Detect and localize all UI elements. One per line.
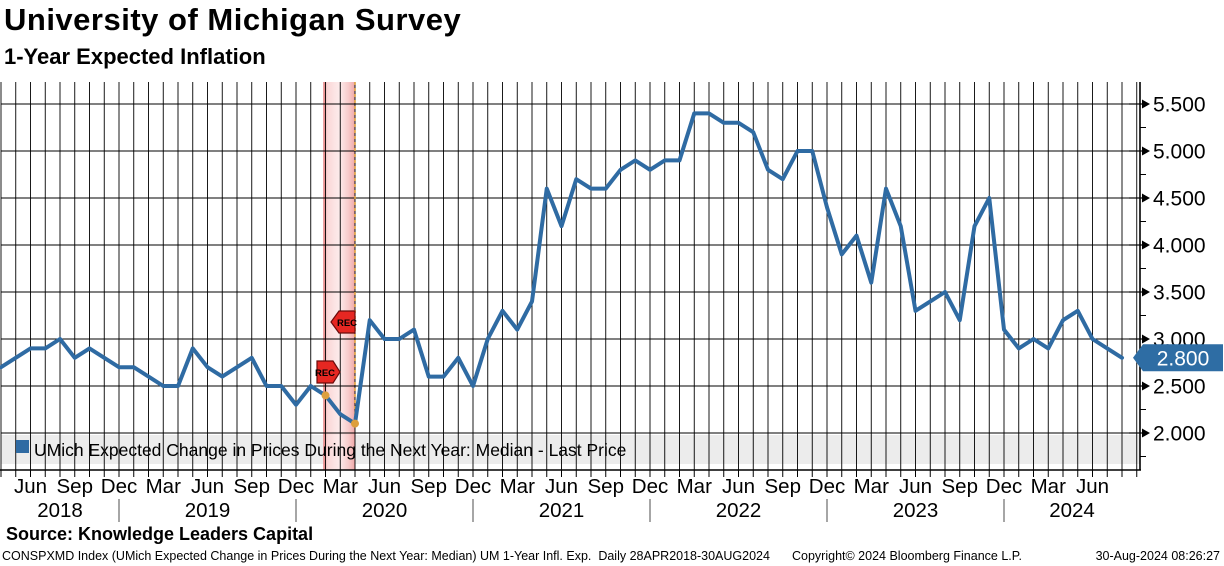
x-month-label: Jun <box>14 475 47 498</box>
x-month-label: Jun <box>899 475 932 498</box>
legend-label: UMich Expected Change in Prices During t… <box>34 440 626 460</box>
y-tick-label: 3.500 <box>1153 282 1206 305</box>
y-axis-tick-arrow <box>1142 193 1150 203</box>
x-month-label: Mar <box>323 475 358 498</box>
x-month-label: Dec <box>455 475 491 498</box>
recession-marker-dot <box>321 391 330 400</box>
y-tick-label: 2.000 <box>1153 423 1206 446</box>
x-month-label: Dec <box>986 475 1022 498</box>
x-year-label: 2019 <box>185 499 231 522</box>
x-month-label: Mar <box>146 475 181 498</box>
x-year-label: 2024 <box>1049 499 1095 522</box>
y-axis-tick-arrow <box>1142 428 1150 438</box>
legend-marker <box>16 440 29 453</box>
y-axis-tick-arrow <box>1142 287 1150 297</box>
recession-band <box>324 82 355 470</box>
y-axis-tick-arrow <box>1142 334 1150 344</box>
y-axis-tick-arrow <box>1142 99 1150 109</box>
series-line <box>0 111 1124 426</box>
x-year-label: 2022 <box>716 499 762 522</box>
rec-end-badge-label: REC <box>337 318 357 329</box>
legend-strip <box>1 435 1140 464</box>
x-year-label: 2018 <box>37 499 83 522</box>
rec-start-badge-label: REC <box>315 368 335 379</box>
x-month-label: Jun <box>722 475 755 498</box>
source-label: Source: Knowledge Leaders Capital <box>6 524 314 544</box>
x-month-label: Sep <box>942 475 978 498</box>
y-tick-label: 4.000 <box>1153 235 1206 258</box>
x-year-label: 2020 <box>362 499 408 522</box>
y-axis-tick-arrow <box>1142 240 1150 250</box>
x-month-label: Sep <box>234 475 270 498</box>
last-price-label: 2.800 <box>1157 347 1210 370</box>
y-tick-label: 2.500 <box>1153 376 1206 399</box>
x-month-label: Dec <box>278 475 314 498</box>
x-month-label: Sep <box>411 475 447 498</box>
rec-end-badge <box>330 310 356 334</box>
x-month-label: Mar <box>500 475 535 498</box>
footer-copyright: Copyright© 2024 Bloomberg Finance L.P. <box>792 549 1022 563</box>
y-tick-label: 5.000 <box>1153 141 1206 164</box>
last-price-tag <box>1133 344 1223 372</box>
x-month-label: Dec <box>101 475 137 498</box>
x-year-label: 2023 <box>893 499 939 522</box>
y-axis-tick-arrow <box>1142 381 1150 391</box>
y-tick-label: 5.500 <box>1153 94 1206 117</box>
x-month-label: Dec <box>632 475 668 498</box>
page-title: University of Michigan Survey <box>4 2 462 37</box>
y-tick-label: 4.500 <box>1153 188 1206 211</box>
x-month-label: Sep <box>588 475 624 498</box>
x-month-label: Dec <box>809 475 845 498</box>
y-axis-tick-arrow <box>1142 146 1150 156</box>
x-month-label: Sep <box>765 475 801 498</box>
recession-marker-dot <box>351 419 359 428</box>
x-month-label: Mar <box>1031 475 1066 498</box>
x-month-label: Jun <box>191 475 224 498</box>
x-month-label: Jun <box>545 475 578 498</box>
rec-start-badge <box>316 360 341 384</box>
x-month-label: Jun <box>1076 475 1109 498</box>
x-month-label: Sep <box>57 475 93 498</box>
footer-timestamp: 30-Aug-2024 08:26:27 <box>1095 549 1220 563</box>
footer-description: CONSPXMD Index (UMich Expected Change in… <box>2 549 770 563</box>
page-subtitle: 1-Year Expected Inflation <box>4 44 266 69</box>
x-month-label: Mar <box>854 475 889 498</box>
x-year-label: 2021 <box>539 499 585 522</box>
x-month-label: Jun <box>368 475 401 498</box>
x-month-label: Mar <box>677 475 712 498</box>
